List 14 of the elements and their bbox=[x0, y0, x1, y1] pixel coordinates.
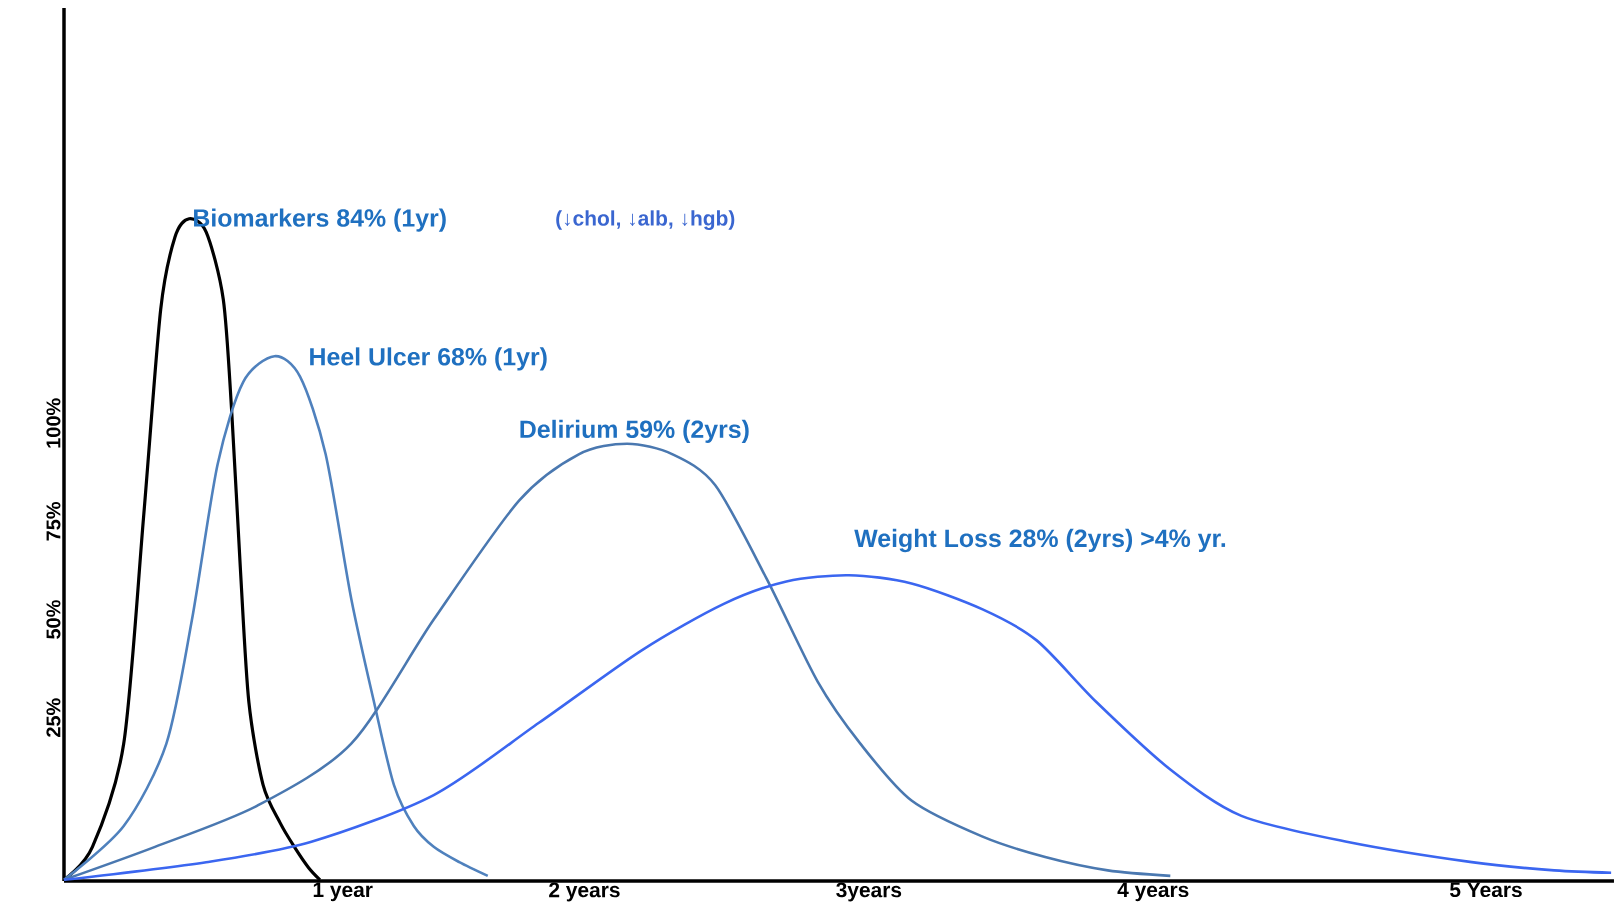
y-tick-label: 75% bbox=[46, 502, 61, 541]
annotation: Delirium 59% (2yrs) bbox=[520, 419, 749, 444]
y-tick-label: 25% bbox=[46, 698, 61, 737]
x-tick-label: 3years bbox=[836, 882, 902, 902]
y-tick-label: 50% bbox=[46, 600, 61, 639]
annotation: Heel Ulcer 68% (1yr) bbox=[310, 347, 547, 371]
x-tick-label: 1 year bbox=[313, 882, 373, 902]
x-tick-label: 4 years bbox=[1117, 882, 1189, 902]
annotation: Weight Loss 28% (2yrs) >4% yr. bbox=[854, 528, 1226, 553]
annotation: Biomarkers 84% (1yr) bbox=[194, 208, 446, 232]
x-tick-label: 5 Years bbox=[1449, 882, 1522, 898]
x-tick-label: 2 years bbox=[549, 882, 620, 902]
y-tick-label: 100% bbox=[46, 398, 61, 448]
annotation: (↓chol, ↓alb, ↓hgb) bbox=[556, 210, 735, 230]
